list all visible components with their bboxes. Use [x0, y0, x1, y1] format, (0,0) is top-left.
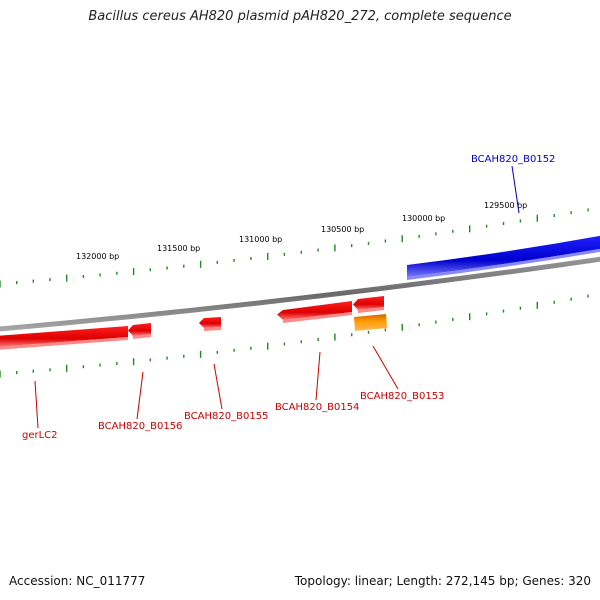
gene-bcah820-b0152[interactable]: [407, 235, 600, 277]
ruler-label-129500: 129500 bp: [484, 201, 527, 210]
feature-orange-b0153[interactable]: [354, 314, 387, 331]
gene-bcah820-b0153[interactable]: [353, 296, 384, 310]
ruler-label-132000: 132000 bp: [76, 252, 119, 261]
map-title: Bacillus cereus AH820 plasmid pAH820_272…: [88, 9, 512, 24]
upper-scale-ticks: [0, 208, 589, 288]
gene-gerlc2[interactable]: [0, 326, 128, 347]
connector-b0155: [213, 363, 223, 410]
gene-bcah820-b0154[interactable]: [277, 301, 352, 320]
ruler-label-130500: 130500 bp: [321, 225, 364, 234]
gene-bcah820-b0156[interactable]: [128, 323, 151, 336]
sequence-summary: Topology: linear; Length: 272,145 bp; Ge…: [294, 574, 591, 588]
lower-scale-ticks: [0, 294, 589, 378]
label-bcah820-b0155: BCAH820_B0155: [184, 411, 268, 422]
label-bcah820-b0154: BCAH820_B0154: [275, 402, 359, 413]
ruler-label-131000: 131000 bp: [239, 235, 282, 244]
label-gerlc2: gerLC2: [22, 430, 58, 441]
connector-b0152: [511, 165, 520, 214]
label-bcah820-b0152: BCAH820_B0152: [471, 154, 555, 165]
connector-b0156: [136, 371, 144, 420]
ruler-label-130000: 130000 bp: [402, 214, 445, 223]
ruler-label-131500: 131500 bp: [157, 244, 200, 253]
connector-b0153: [372, 345, 399, 390]
backbone-track: [0, 256, 600, 332]
connector-gerlc2: [34, 380, 39, 429]
gene-bcah820-b0155[interactable]: [199, 317, 221, 328]
label-bcah820-b0153: BCAH820_B0153: [360, 391, 444, 402]
connector-b0154: [315, 351, 321, 401]
label-bcah820-b0156: BCAH820_B0156: [98, 421, 182, 432]
accession-text: Accession: NC_011777: [9, 574, 146, 588]
